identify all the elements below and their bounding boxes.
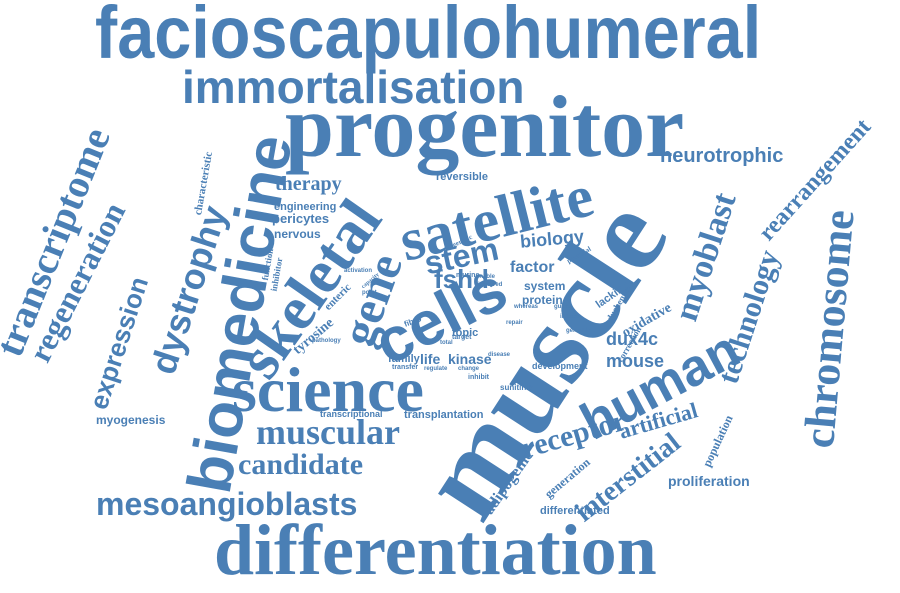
word-science: science	[232, 354, 424, 425]
word-transplantation: transplantation	[404, 409, 484, 421]
word-sunitinib: sunitinib	[500, 383, 534, 392]
word-life: life	[420, 351, 441, 367]
word-population: population	[699, 412, 736, 470]
word-candidate: candidate	[238, 448, 364, 481]
word-inhibit: inhibit	[468, 374, 489, 381]
word-development: development	[532, 361, 588, 371]
word-change: change	[458, 366, 480, 372]
word-repair: repair	[506, 320, 523, 326]
word-murine: murine	[456, 272, 480, 279]
word-progenitor: progenitor	[285, 79, 685, 176]
word-chromosome: chromosome	[794, 207, 864, 450]
word-topic: topic	[452, 327, 479, 339]
word-involved: involved	[478, 282, 503, 288]
word-reversible: reversible	[436, 171, 488, 183]
word-facioscapulohumeral: facioscapulohumeral	[95, 0, 762, 74]
word-myogenesis: myogenesis	[96, 413, 166, 427]
word-system: system	[524, 279, 566, 293]
word-nervous: nervous	[274, 227, 321, 241]
word-transfer: transfer	[392, 364, 419, 371]
word-dux4c: dux4c	[606, 329, 659, 349]
word-pathology: pathology	[312, 338, 341, 344]
word-protein: protein	[522, 293, 563, 307]
word-proliferation: proliferation	[668, 473, 750, 489]
word-differentiation: differentiation	[214, 510, 657, 590]
word-factor: factor	[510, 259, 555, 276]
word-whereas: whereas	[514, 304, 539, 310]
word-mouse: mouse	[606, 351, 665, 371]
word-transcriptional: transcriptional	[320, 409, 383, 419]
word-regulate: regulate	[424, 366, 448, 372]
word-induce: induce	[560, 314, 580, 320]
word-neurotrophic: neurotrophic	[660, 145, 784, 167]
word-expression: expression	[83, 273, 155, 413]
word-guide: guide	[554, 304, 570, 310]
word-kinase: kinase	[448, 351, 492, 367]
word-total: total	[440, 340, 453, 346]
word-engineering: engineering	[274, 201, 337, 213]
word-activation: activation	[344, 268, 373, 274]
word-genomic: genomic	[566, 328, 591, 334]
word-muscular: muscular	[256, 412, 400, 452]
word-enable: enable	[476, 274, 496, 280]
word-family: family	[388, 353, 420, 365]
word-fshd: fshd	[434, 264, 489, 294]
word-disease: disease	[488, 352, 511, 358]
word-immortalisation: immortalisation	[182, 61, 525, 113]
word-target: target	[452, 334, 472, 341]
word-pericytes: pericytes	[272, 211, 330, 226]
word-differentiated: differentiated	[540, 505, 610, 517]
word-technology: technology	[711, 245, 786, 388]
word-therapy: therapy	[275, 173, 342, 195]
word-point: point	[362, 290, 377, 296]
word-mesoangioblasts: mesoangioblasts	[96, 486, 358, 522]
